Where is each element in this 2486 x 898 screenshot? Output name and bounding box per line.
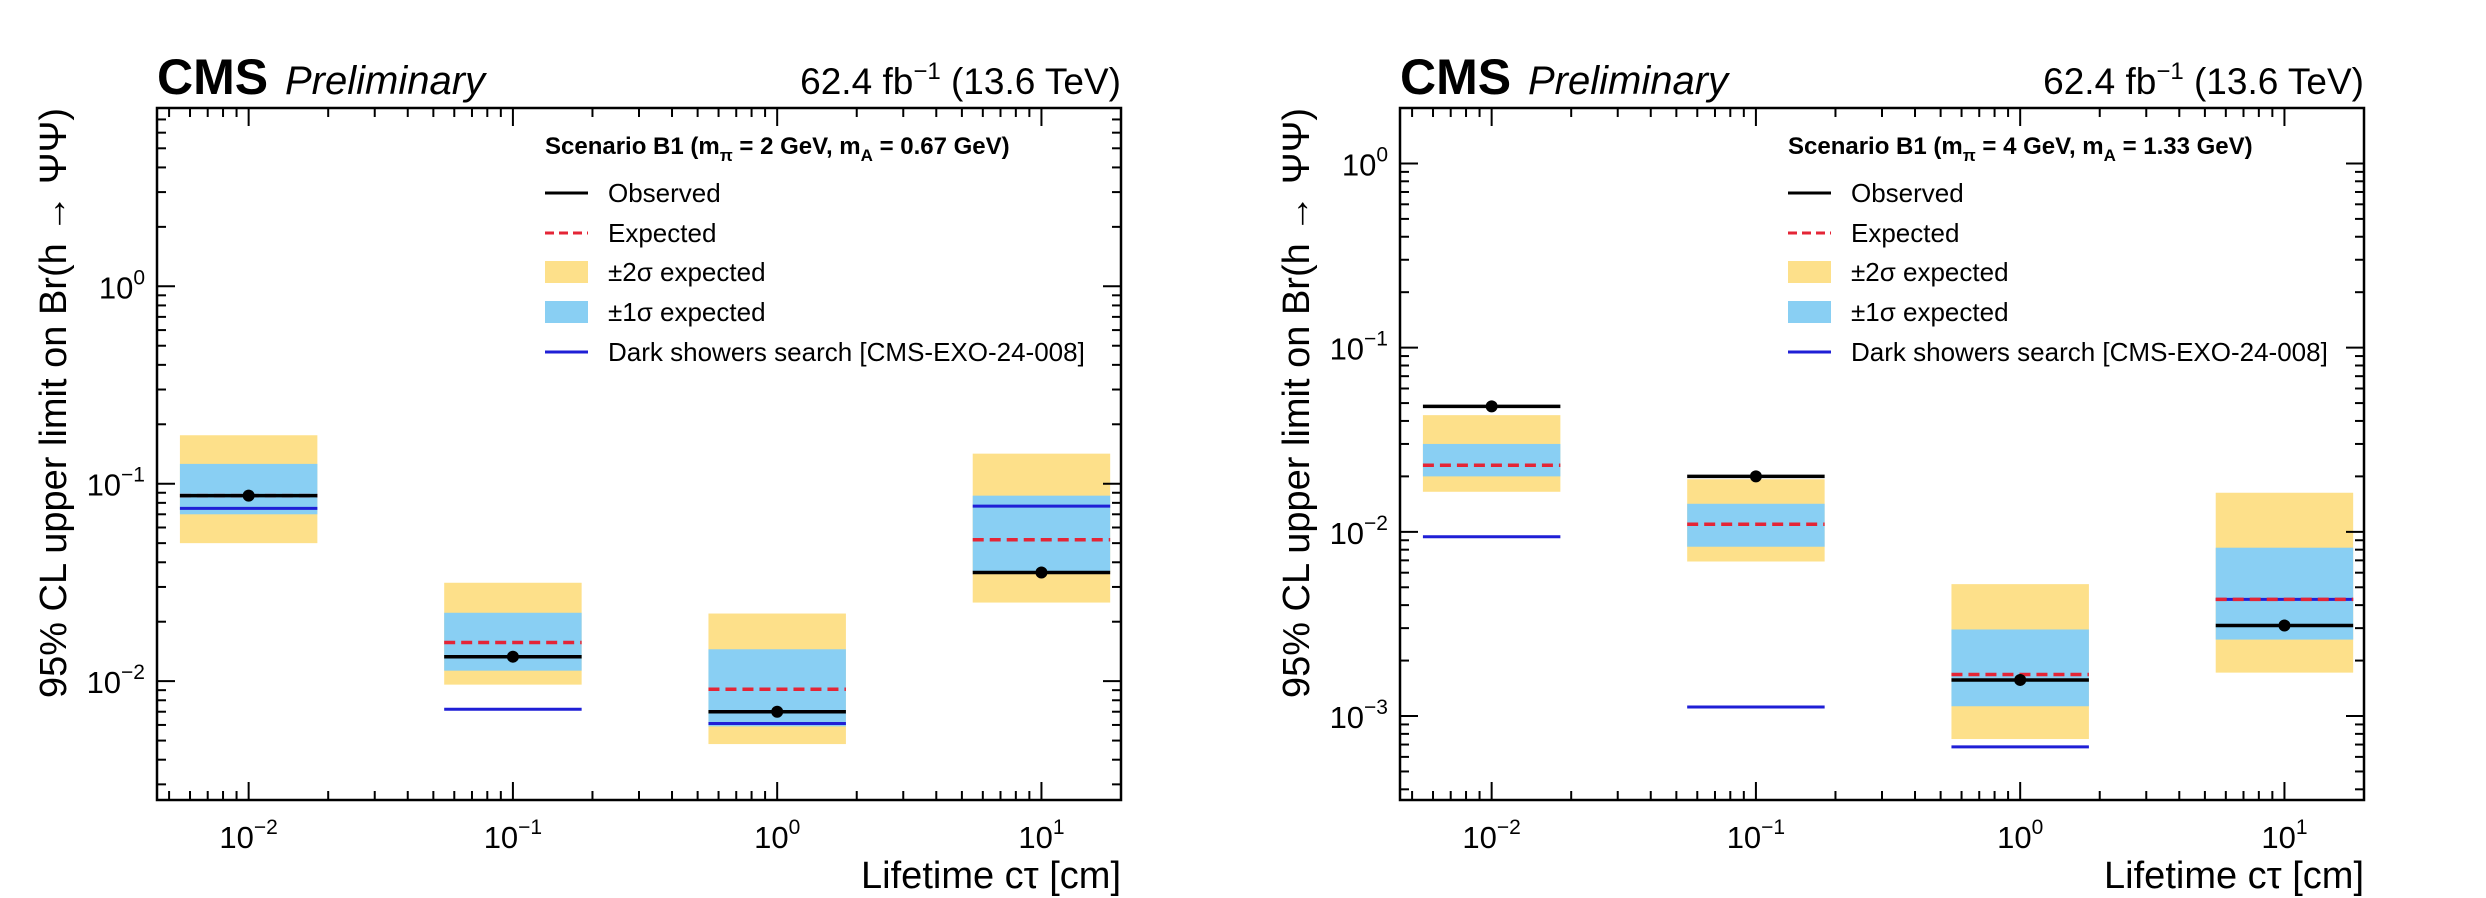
legend-sigma1-swatch [545, 301, 588, 323]
sigma1-band-0 [1422, 443, 1561, 477]
x-tick-label: 10−1 [1727, 816, 1785, 855]
chart-panel-left: 10−2 10−1 100 101 10−2 10−1 100 Lifetime cτ [cm… [33, 49, 1123, 897]
legend-entry: Dark showers search [CMS-EXO-24-008] [1851, 337, 2328, 367]
observed-point-1 [506, 650, 519, 663]
observed-point-2 [2014, 673, 2027, 686]
cms-label: CMS [157, 49, 268, 105]
cms-label: CMS [1400, 49, 1511, 105]
y-tick-label: 10−2 [1330, 512, 1388, 551]
y-tick-label: 10−1 [87, 464, 145, 503]
y-axis-title: 95% CL upper limit on Br(h → ΨΨ) [33, 108, 75, 698]
x-tick-label: 10−1 [484, 816, 542, 855]
x-axis-title: Lifetime cτ [cm] [861, 855, 1121, 897]
legend-entry: Expected [1851, 218, 1959, 248]
legend-entry: ±2σ expected [608, 257, 766, 287]
y-tick-label: 100 [1342, 143, 1388, 182]
observed-point-3 [2278, 619, 2291, 632]
legend-sigma2-swatch [545, 261, 588, 283]
y-tick-label: 100 [99, 266, 145, 305]
sigma1-band-2 [1951, 629, 2089, 707]
legend-title: Scenario B1 (mπ = 4 GeV, mA = 1.33 GeV) [1788, 133, 2253, 165]
legend-entry: Observed [608, 178, 721, 208]
x-tick-label: 100 [754, 816, 800, 855]
legend-entry: Dark showers search [CMS-EXO-24-008] [608, 337, 1085, 367]
legend-sigma2-swatch [1788, 261, 1831, 283]
y-axis-title: 95% CL upper limit on Br(h → ΨΨ) [1276, 108, 1318, 698]
legend-entry: Observed [1851, 178, 1964, 208]
y-tick-label: 10−1 [1330, 328, 1388, 367]
preliminary-label: Preliminary [1528, 59, 1731, 103]
luminosity-label: 62.4 fb−1 (13.6 TeV) [2043, 58, 2364, 102]
legend-entry: ±1σ expected [1851, 297, 2009, 327]
x-tick-label: 10−2 [1462, 816, 1520, 855]
legend-entry: ±2σ expected [1851, 257, 2009, 287]
observed-point-0 [1485, 400, 1498, 413]
legend-title: Scenario B1 (mπ = 2 GeV, mA = 0.67 GeV) [545, 133, 1010, 165]
observed-point-3 [1035, 566, 1048, 579]
observed-point-0 [242, 489, 255, 502]
observed-point-2 [771, 705, 784, 718]
legend-sigma1-swatch [1788, 301, 1831, 323]
legend-entry: Expected [608, 218, 716, 248]
luminosity-label: 62.4 fb−1 (13.6 TeV) [800, 58, 1121, 102]
y-tick-label: 10−3 [1330, 696, 1388, 735]
legend-entry: ±1σ expected [608, 297, 766, 327]
chart-panel-right: 10−2 10−1 100 101 10−3 10−2 10−1 100 Lifetime cτ… [1243, 0, 2486, 898]
x-tick-label: 10−2 [219, 816, 277, 855]
x-tick-label: 101 [2261, 816, 2307, 855]
preliminary-label: Preliminary [285, 59, 488, 103]
x-axis-title: Lifetime cτ [cm] [2104, 855, 2364, 897]
observed-point-1 [1749, 470, 1762, 483]
sigma1-band-0 [179, 463, 318, 515]
x-tick-label: 100 [1997, 816, 2043, 855]
limit-plot-left: 10−2 10−1 100 101 10−2 10−1 100 Lifetime cτ [cm… [33, 49, 1123, 897]
sigma1-band-3 [972, 495, 1111, 572]
y-tick-label: 10−2 [87, 661, 145, 700]
x-tick-label: 101 [1018, 816, 1064, 855]
limit-plot-right: 10−2 10−1 100 101 10−3 10−2 10−1 100 Lifetime cτ… [1276, 49, 2366, 897]
